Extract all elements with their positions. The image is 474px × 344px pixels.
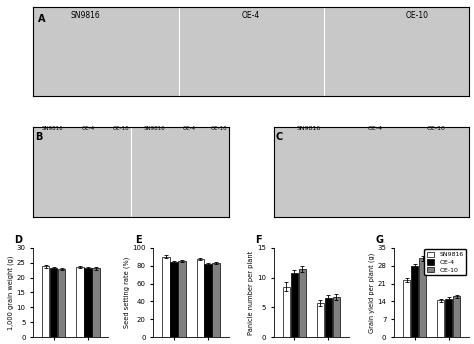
Bar: [291, 273, 298, 337]
Text: OE-4: OE-4: [183, 126, 196, 131]
Text: SN9816: SN9816: [42, 126, 64, 131]
Legend: SN9816, OE-4, OE-10: SN9816, OE-4, OE-10: [424, 249, 466, 275]
Text: A: A: [37, 14, 45, 24]
Text: B: B: [35, 132, 43, 142]
Y-axis label: Panicle number per plant: Panicle number per plant: [248, 250, 255, 335]
Bar: [419, 258, 426, 337]
Text: F: F: [255, 235, 262, 245]
Text: OE-10: OE-10: [405, 11, 428, 20]
Bar: [325, 299, 332, 337]
Bar: [212, 263, 220, 337]
Bar: [58, 269, 65, 337]
Bar: [50, 268, 57, 337]
Bar: [162, 257, 170, 337]
Bar: [76, 267, 83, 337]
Text: SN9816: SN9816: [297, 126, 321, 131]
Text: SN9816: SN9816: [71, 11, 100, 20]
Bar: [92, 268, 100, 337]
Bar: [333, 297, 340, 337]
Text: OE-4: OE-4: [242, 11, 260, 20]
Bar: [170, 262, 178, 337]
Bar: [403, 280, 410, 337]
Text: OE-10: OE-10: [113, 126, 129, 131]
Text: OE-4: OE-4: [82, 126, 94, 131]
Bar: [42, 266, 49, 337]
Bar: [178, 261, 186, 337]
Bar: [317, 303, 324, 337]
Bar: [283, 287, 290, 337]
Text: D: D: [14, 235, 22, 245]
Bar: [411, 266, 418, 337]
Bar: [204, 264, 212, 337]
Text: OE-4: OE-4: [368, 126, 383, 131]
Text: OE-10: OE-10: [210, 126, 227, 131]
Text: SN9816: SN9816: [144, 126, 165, 131]
Text: G: G: [375, 235, 383, 245]
Text: E: E: [135, 235, 141, 245]
Bar: [445, 299, 452, 337]
Y-axis label: 1,000 grain weight (g): 1,000 grain weight (g): [7, 255, 14, 330]
Bar: [299, 269, 306, 337]
Text: OE-10: OE-10: [427, 126, 446, 131]
Y-axis label: Seed setting rate (%): Seed setting rate (%): [123, 257, 129, 328]
Text: C: C: [276, 132, 283, 142]
Bar: [453, 296, 460, 337]
Y-axis label: Grain yield per plant (g): Grain yield per plant (g): [368, 252, 375, 333]
Bar: [197, 259, 204, 337]
Bar: [84, 268, 91, 337]
Bar: [437, 300, 445, 337]
